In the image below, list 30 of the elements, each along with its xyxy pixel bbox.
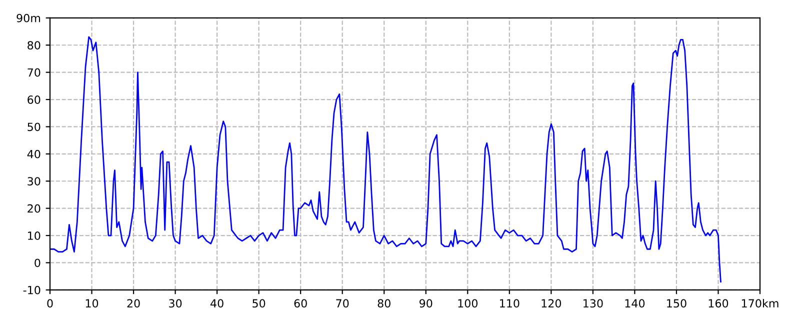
y-tick-label: 70 [28, 68, 40, 77]
x-tick-label: 80 [378, 299, 390, 308]
y-tick-label: -10 [23, 286, 40, 294]
x-tick-label: 40 [210, 299, 224, 308]
y-tick-label: 50 [28, 122, 40, 132]
line-series [50, 36, 722, 282]
y-tick-label: 10 [28, 231, 40, 240]
x-tick-label: 70 [336, 299, 349, 308]
x-tick-label: 0 [47, 299, 53, 308]
x-tick-label: 110 [500, 299, 520, 308]
x-tick-label: 170km [742, 298, 778, 308]
x-tick-label: 30 [169, 299, 182, 308]
y-tick-label: 40 [27, 150, 40, 158]
y-tick-label: 60 [28, 95, 40, 104]
x-tick-label: 20 [127, 299, 140, 308]
y-tick-label: 20 [28, 204, 40, 213]
x-tick-label: 50 [252, 299, 266, 308]
y-tick-label: 30 [28, 177, 40, 186]
x-tick-label: 120 [542, 299, 562, 308]
y-tick-label: 0 [34, 258, 40, 268]
x-tick-label: 150 [667, 299, 686, 308]
x-tick-label: 100 [458, 299, 478, 308]
x-tick-label: 140 [625, 299, 645, 308]
y-tick-label: 80 [28, 41, 40, 50]
x-tick-label: 60 [294, 299, 307, 308]
y-tick-label: 90m [16, 14, 40, 22]
x-tick-label: 90 [420, 299, 432, 308]
x-tick-label: 130 [584, 299, 603, 308]
x-tick-label: 160 [708, 299, 728, 308]
x-tick-label: 10 [86, 299, 98, 308]
